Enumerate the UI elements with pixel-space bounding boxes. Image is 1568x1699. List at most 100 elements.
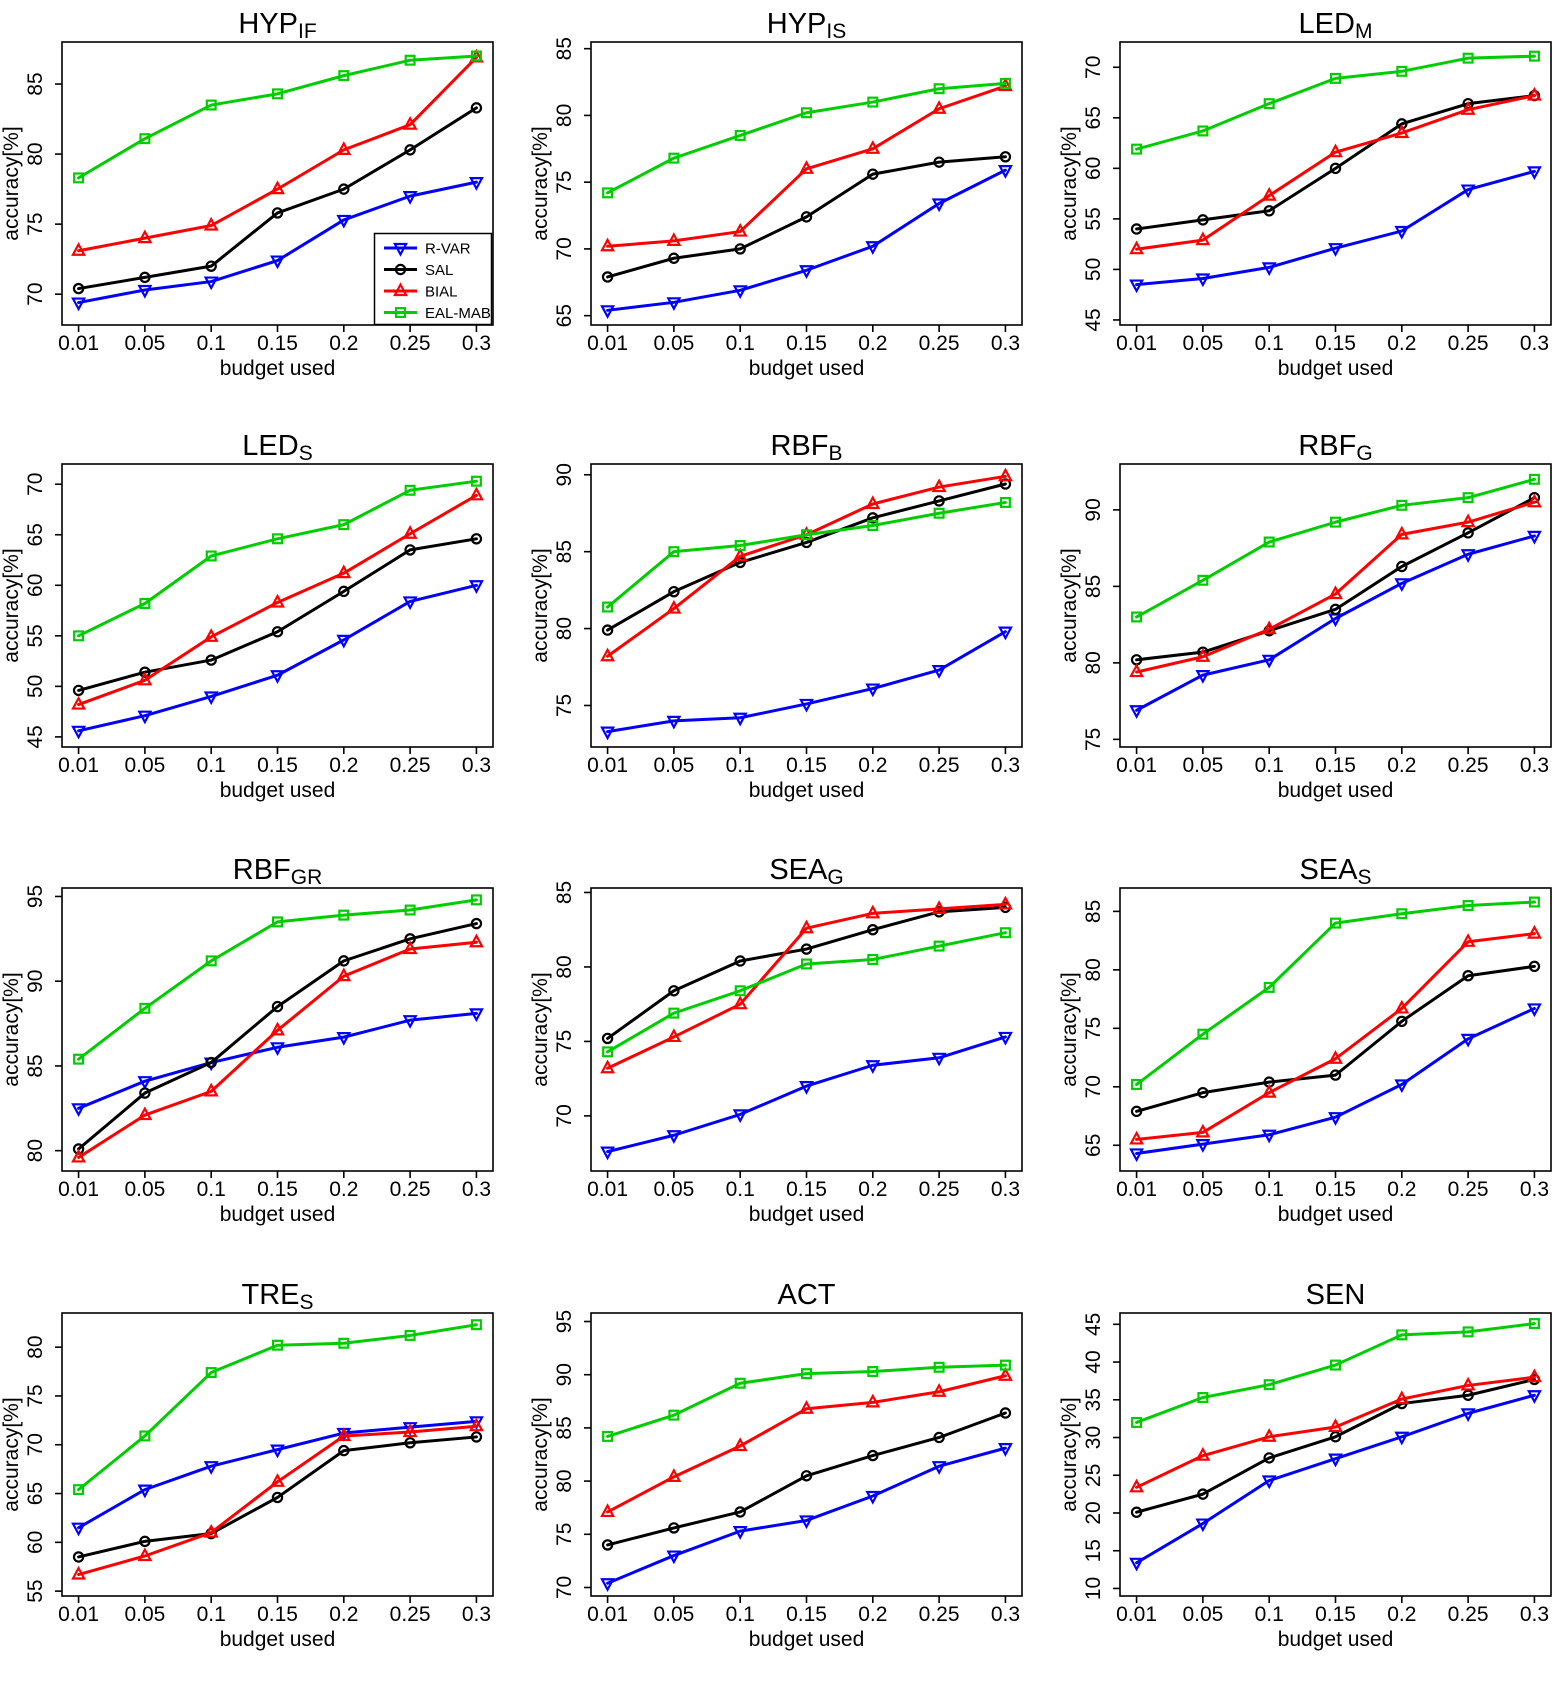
chart-cell-LED-S: LEDS 45 50 55 60 65 70 0.01 0.05 0.1 0.15 0.2 0.25 0.… — [0, 422, 527, 850]
series-marker-R-VAR — [1261, 1129, 1277, 1144]
x-tick-label: 0.15 — [786, 1178, 827, 1201]
series-marker-EAL-MAB — [1528, 1318, 1540, 1330]
x-tick-label: 0.05 — [1182, 332, 1223, 355]
series-marker-BIAL — [71, 242, 87, 256]
series-line-BIAL — [606, 902, 1007, 1070]
plot-box — [590, 1312, 1023, 1597]
y-tick-label: 45 — [24, 725, 47, 748]
chart-title-main: TRE — [241, 1279, 299, 1311]
chart-SEA-S: SEAS 65 70 75 80 85 0.01 0.05 0.1 0.15 0.2 0.25 0.3 b… — [1058, 854, 1552, 1226]
series-line-SAL — [606, 155, 1007, 279]
series-marker-EAL-MAB — [801, 107, 813, 119]
y-axis-label: accuracy[%] — [529, 972, 552, 1086]
series-marker-R-VAR — [270, 1444, 285, 1459]
series-marker-SAL — [338, 183, 350, 195]
series-marker-R-VAR — [1129, 705, 1145, 720]
series-marker-BIAL — [1460, 1376, 1476, 1391]
y-tick-label: 85 — [24, 1054, 47, 1077]
chart-title-main: LED — [242, 430, 298, 462]
series-marker-EAL-MAB — [73, 1484, 85, 1496]
series-marker-EAL-MAB — [1528, 50, 1540, 62]
series-marker-R-VAR — [732, 1109, 748, 1124]
y-tick-label: 75 — [553, 1030, 576, 1053]
legend-label: R-VAR — [425, 240, 471, 257]
chart-title-subscript: G — [827, 866, 843, 889]
series-marker-BIAL — [666, 232, 682, 247]
series-marker-EAL-MAB — [999, 1359, 1011, 1371]
series-marker-R-VAR — [997, 1443, 1013, 1457]
series-marker-EAL-MAB — [1462, 1326, 1474, 1338]
chart-cell-RBF-B: RBFB 75 80 85 90 0.01 0.05 0.1 0.15 0.2 0.25 0.3 bud… — [529, 422, 1056, 850]
series-line-R-VAR — [1135, 1393, 1536, 1565]
series-marker-EAL-MAB — [602, 1430, 614, 1442]
chart-cell-HYP-IS: HYPIS 65 70 75 80 85 0.01 0.05 0.1 0.15 0.2 0.25 0.3… — [529, 0, 1056, 428]
x-tick-label: 0.05 — [124, 1603, 165, 1626]
y-tick-label: 80 — [1082, 651, 1105, 674]
series-marker-BIAL — [1394, 1390, 1410, 1405]
y-tick-label: 70 — [24, 282, 47, 305]
series-marker-R-VAR — [865, 1490, 881, 1505]
series-marker-R-VAR — [137, 1484, 153, 1499]
series-marker-BIAL — [799, 919, 814, 934]
series-line-EAL-MAB — [77, 898, 478, 1061]
series-marker-BIAL — [1129, 1478, 1145, 1493]
series-line-EAL-MAB — [77, 1323, 478, 1492]
chart-HYP-IF: HYPIF 70 75 80 85 0.01 0.05 0.1 0.15 0.2 0.25 0.3 bu… — [0, 8, 494, 380]
series-marker-R-VAR — [71, 297, 87, 312]
x-tick-label: 0.2 — [329, 1603, 358, 1626]
series-marker-SAL — [668, 985, 680, 997]
series-marker-R-VAR — [402, 1015, 418, 1029]
y-tick-label: 20 — [1082, 1501, 1105, 1524]
y-tick-label: 90 — [1082, 498, 1105, 521]
series-line-EAL-MAB — [1135, 900, 1536, 1086]
y-axis-label: accuracy[%] — [529, 548, 552, 662]
series-marker-SAL — [1462, 1389, 1474, 1401]
series-marker-BIAL — [1195, 231, 1211, 246]
series-marker-R-VAR — [666, 1130, 682, 1144]
series-marker-BIAL — [336, 564, 352, 579]
series-marker-EAL-MAB — [205, 1367, 217, 1379]
series-marker-BIAL — [1261, 1428, 1277, 1442]
series-marker-EAL-MAB — [73, 172, 85, 184]
x-tick-label: 0.15 — [1315, 1178, 1356, 1201]
chart-RBF-B: RBFB 75 80 85 90 0.01 0.05 0.1 0.15 0.2 0.25 0.3 bud… — [529, 430, 1023, 802]
x-tick-label: 0.1 — [726, 754, 755, 777]
series-marker-SAL — [338, 1444, 350, 1457]
series-line-R-VAR — [77, 180, 478, 305]
series-marker-SAL — [1396, 560, 1408, 573]
series-marker-BIAL — [1394, 525, 1410, 540]
series-marker-EAL-MAB — [470, 1319, 482, 1331]
series-line-EAL-MAB — [606, 931, 1007, 1054]
series-marker-SAL — [470, 533, 483, 545]
series-marker-BIAL — [402, 525, 418, 539]
y-tick-label: 80 — [553, 1469, 576, 1492]
series-marker-R-VAR — [931, 664, 947, 679]
series-marker-R-VAR — [931, 198, 947, 213]
series-marker-BIAL — [270, 1021, 285, 1036]
y-axis-label: accuracy[%] — [1058, 548, 1081, 662]
x-tick-label: 0.25 — [919, 1603, 960, 1626]
x-tick-label: 0.25 — [1448, 1178, 1489, 1201]
series-marker-EAL-MAB — [602, 1046, 614, 1058]
legend-marker-R-VAR — [393, 242, 408, 257]
series-marker-SAL — [1263, 205, 1275, 217]
series-marker-EAL-MAB — [933, 940, 945, 952]
y-tick-label: 60 — [1082, 157, 1105, 180]
series-line-SAL — [1135, 964, 1536, 1113]
series-marker-BIAL — [1526, 493, 1542, 508]
series-marker-R-VAR — [1526, 1390, 1542, 1404]
x-tick-label: 0.15 — [257, 1603, 298, 1626]
series-marker-BIAL — [1394, 124, 1410, 139]
series-marker-BIAL — [1460, 513, 1476, 528]
series-marker-SAL — [999, 151, 1012, 163]
series-marker-R-VAR — [137, 1076, 153, 1090]
series-line-SAL — [606, 482, 1007, 632]
chart-title-subscript: G — [1356, 442, 1372, 465]
series-line-R-VAR — [1135, 534, 1536, 712]
y-tick-label: 85 — [1082, 900, 1105, 923]
series-marker-EAL-MAB — [470, 475, 482, 487]
series-marker-SAL — [404, 1437, 416, 1449]
x-tick-label: 0.1 — [1255, 754, 1284, 777]
series-marker-BIAL — [1526, 86, 1542, 101]
series-marker-R-VAR — [468, 176, 484, 191]
